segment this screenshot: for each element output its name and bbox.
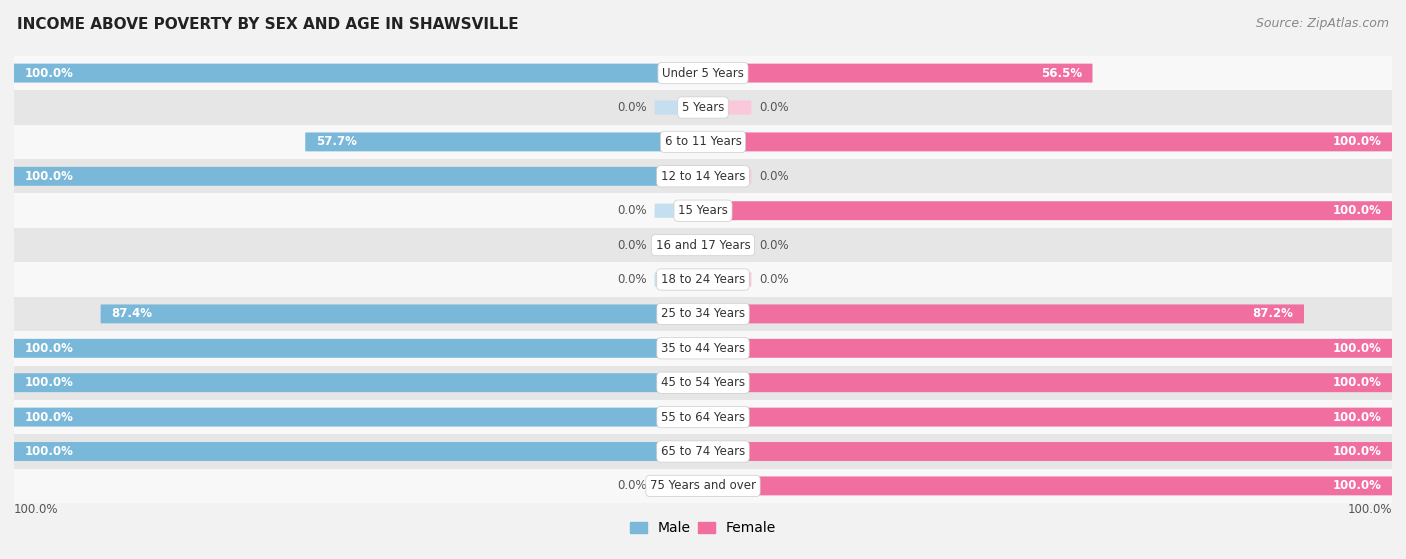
FancyBboxPatch shape — [703, 101, 751, 115]
Text: 55 to 64 Years: 55 to 64 Years — [661, 411, 745, 424]
Text: 100.0%: 100.0% — [24, 170, 73, 183]
Text: 45 to 54 Years: 45 to 54 Years — [661, 376, 745, 389]
Text: 100.0%: 100.0% — [1333, 411, 1382, 424]
FancyBboxPatch shape — [703, 132, 1392, 151]
FancyBboxPatch shape — [703, 169, 751, 183]
Bar — [14, 56, 1392, 91]
FancyBboxPatch shape — [703, 272, 751, 287]
Text: 0.0%: 0.0% — [617, 239, 647, 252]
Bar — [14, 434, 1392, 468]
Text: Under 5 Years: Under 5 Years — [662, 67, 744, 79]
Bar — [14, 159, 1392, 193]
FancyBboxPatch shape — [655, 203, 703, 218]
Text: 0.0%: 0.0% — [759, 101, 789, 114]
Text: 57.7%: 57.7% — [316, 135, 357, 148]
FancyBboxPatch shape — [14, 373, 703, 392]
FancyBboxPatch shape — [703, 408, 1392, 427]
Text: 100.0%: 100.0% — [14, 503, 59, 516]
Bar — [14, 331, 1392, 366]
Text: 100.0%: 100.0% — [24, 445, 73, 458]
Text: 65 to 74 Years: 65 to 74 Years — [661, 445, 745, 458]
Text: 100.0%: 100.0% — [1333, 376, 1382, 389]
Text: Source: ZipAtlas.com: Source: ZipAtlas.com — [1256, 17, 1389, 30]
Bar — [14, 400, 1392, 434]
Text: 0.0%: 0.0% — [759, 170, 789, 183]
Bar — [14, 91, 1392, 125]
Text: 0.0%: 0.0% — [759, 239, 789, 252]
Text: 100.0%: 100.0% — [1333, 480, 1382, 492]
Text: 56.5%: 56.5% — [1040, 67, 1083, 79]
Text: 100.0%: 100.0% — [1333, 342, 1382, 355]
Bar — [14, 366, 1392, 400]
FancyBboxPatch shape — [655, 479, 703, 493]
Text: 16 and 17 Years: 16 and 17 Years — [655, 239, 751, 252]
Text: 0.0%: 0.0% — [759, 273, 789, 286]
FancyBboxPatch shape — [703, 373, 1392, 392]
FancyBboxPatch shape — [703, 64, 1092, 83]
Text: 100.0%: 100.0% — [1347, 503, 1392, 516]
Text: 100.0%: 100.0% — [1333, 135, 1382, 148]
FancyBboxPatch shape — [703, 201, 1392, 220]
FancyBboxPatch shape — [14, 442, 703, 461]
Text: 100.0%: 100.0% — [24, 411, 73, 424]
FancyBboxPatch shape — [703, 442, 1392, 461]
Text: 100.0%: 100.0% — [1333, 445, 1382, 458]
FancyBboxPatch shape — [14, 408, 703, 427]
Text: 25 to 34 Years: 25 to 34 Years — [661, 307, 745, 320]
Text: 0.0%: 0.0% — [617, 204, 647, 217]
FancyBboxPatch shape — [703, 305, 1303, 323]
FancyBboxPatch shape — [703, 476, 1392, 495]
FancyBboxPatch shape — [703, 238, 751, 252]
Text: 18 to 24 Years: 18 to 24 Years — [661, 273, 745, 286]
Text: 100.0%: 100.0% — [24, 67, 73, 79]
FancyBboxPatch shape — [14, 339, 703, 358]
Text: INCOME ABOVE POVERTY BY SEX AND AGE IN SHAWSVILLE: INCOME ABOVE POVERTY BY SEX AND AGE IN S… — [17, 17, 519, 32]
Bar — [14, 297, 1392, 331]
Bar — [14, 193, 1392, 228]
Text: 0.0%: 0.0% — [617, 101, 647, 114]
FancyBboxPatch shape — [655, 101, 703, 115]
Bar — [14, 262, 1392, 297]
FancyBboxPatch shape — [305, 132, 703, 151]
Legend: Male, Female: Male, Female — [624, 516, 782, 541]
Text: 87.2%: 87.2% — [1253, 307, 1294, 320]
Text: 100.0%: 100.0% — [24, 376, 73, 389]
Text: 15 Years: 15 Years — [678, 204, 728, 217]
Text: 0.0%: 0.0% — [617, 273, 647, 286]
Text: 75 Years and over: 75 Years and over — [650, 480, 756, 492]
FancyBboxPatch shape — [14, 167, 703, 186]
Bar — [14, 468, 1392, 503]
FancyBboxPatch shape — [101, 305, 703, 323]
FancyBboxPatch shape — [703, 339, 1392, 358]
Text: 5 Years: 5 Years — [682, 101, 724, 114]
FancyBboxPatch shape — [14, 64, 703, 83]
Text: 100.0%: 100.0% — [24, 342, 73, 355]
Text: 0.0%: 0.0% — [617, 480, 647, 492]
Text: 6 to 11 Years: 6 to 11 Years — [665, 135, 741, 148]
Bar — [14, 228, 1392, 262]
Bar — [14, 125, 1392, 159]
Text: 100.0%: 100.0% — [1333, 204, 1382, 217]
Text: 12 to 14 Years: 12 to 14 Years — [661, 170, 745, 183]
FancyBboxPatch shape — [655, 238, 703, 252]
Text: 35 to 44 Years: 35 to 44 Years — [661, 342, 745, 355]
Text: 87.4%: 87.4% — [111, 307, 152, 320]
FancyBboxPatch shape — [655, 272, 703, 287]
